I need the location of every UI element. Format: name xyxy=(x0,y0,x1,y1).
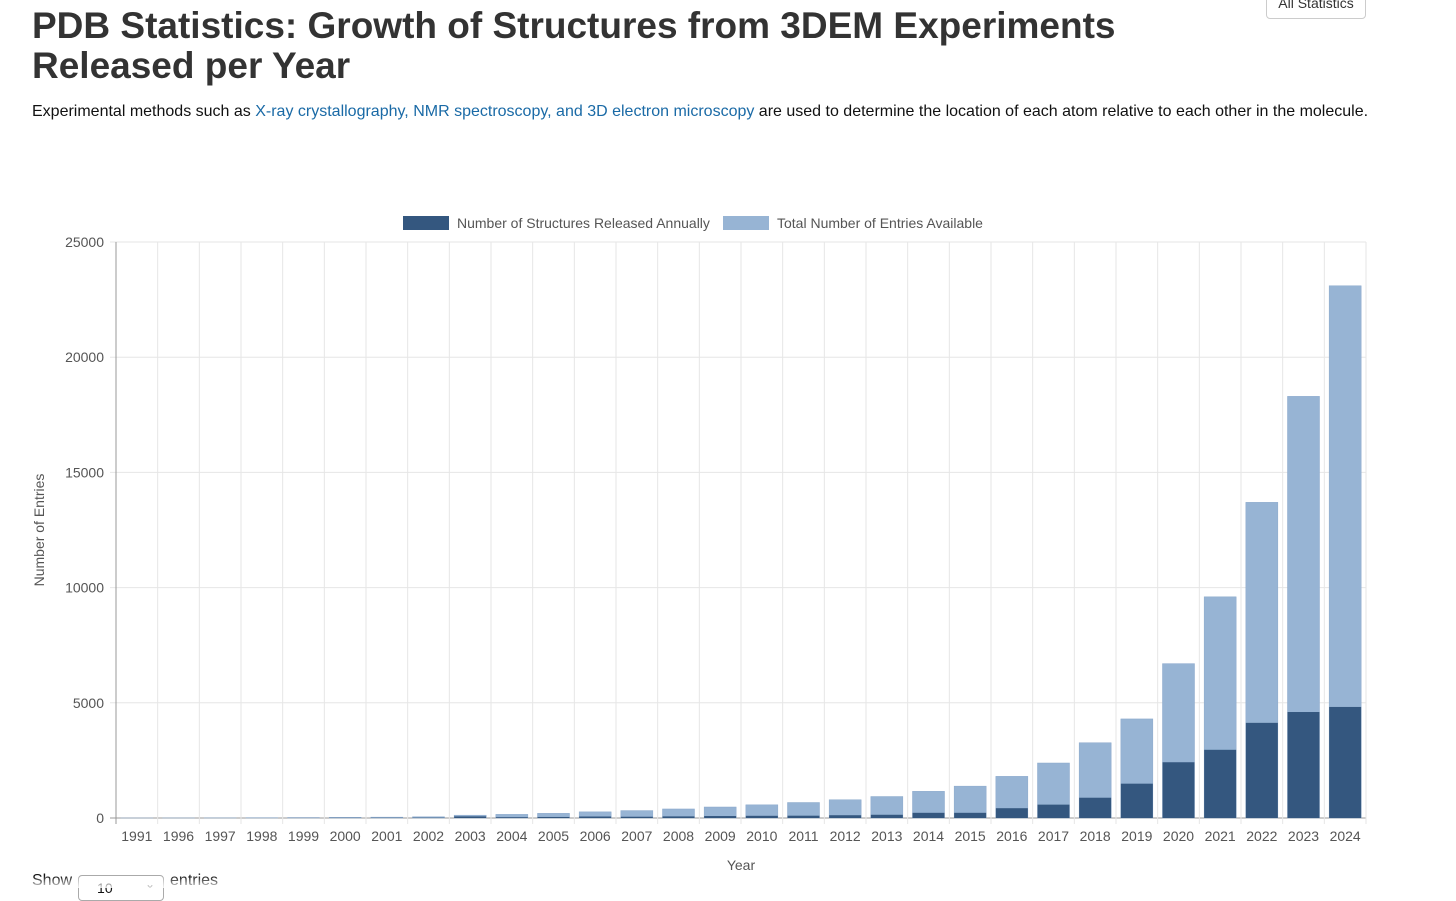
x-tick-label: 2013 xyxy=(871,828,902,844)
annual-structures-bar xyxy=(996,808,1028,818)
annual-structures-bar xyxy=(1246,723,1278,818)
page-title: PDB Statistics: Growth of Structures fro… xyxy=(32,6,1262,86)
intro-text-before: Experimental methods such as xyxy=(32,103,255,120)
x-tick-label: 2004 xyxy=(496,828,527,844)
annual-structures-bar xyxy=(1121,784,1153,818)
annual-structures-bar xyxy=(704,816,736,818)
annual-structures-bar xyxy=(913,813,945,818)
x-tick-label: 2017 xyxy=(1038,828,1069,844)
legend-label-total: Total Number of Entries Available xyxy=(777,215,983,231)
y-tick-label: 10000 xyxy=(65,580,104,596)
x-tick-label: 2021 xyxy=(1205,828,1236,844)
x-tick-label: 1999 xyxy=(288,828,319,844)
x-tick-label: 1998 xyxy=(246,828,277,844)
x-tick-label: 2005 xyxy=(538,828,569,844)
annual-structures-bar xyxy=(579,817,611,818)
y-tick-label: 5000 xyxy=(73,695,104,711)
x-tick-label: 2011 xyxy=(788,828,818,844)
annual-structures-bar xyxy=(788,816,820,818)
all-statistics-button[interactable]: All Statistics xyxy=(1266,0,1366,19)
x-tick-label: 2006 xyxy=(580,828,611,844)
annual-structures-bar xyxy=(1038,805,1070,818)
x-tick-label: 2024 xyxy=(1330,828,1361,844)
y-axis-title: Number of Entries xyxy=(31,474,47,587)
x-tick-label: 2016 xyxy=(996,828,1027,844)
annual-structures-bar xyxy=(1329,707,1361,818)
annual-structures-bar xyxy=(621,817,653,818)
bottom-fade xyxy=(0,876,1456,888)
annual-structures-bar xyxy=(954,813,986,818)
x-tick-label: 2010 xyxy=(746,828,777,844)
legend-label-annual: Number of Structures Released Annually xyxy=(457,215,710,231)
x-tick-label: 2019 xyxy=(1121,828,1152,844)
annual-structures-bar xyxy=(454,816,486,818)
annual-structures-bar xyxy=(1288,712,1320,818)
x-tick-label: 2008 xyxy=(663,828,694,844)
x-axis-title: Year xyxy=(727,857,756,873)
legend-swatch-annual xyxy=(403,216,449,230)
y-tick-label: 25000 xyxy=(65,234,104,250)
intro-text-after: are used to determine the location of ea… xyxy=(754,103,1368,120)
annual-structures-bar xyxy=(829,815,861,818)
x-tick-label: 2014 xyxy=(913,828,944,844)
x-tick-label: 2018 xyxy=(1080,828,1111,844)
x-tick-label: 2015 xyxy=(955,828,986,844)
experimental-methods-link[interactable]: X-ray crystallography, NMR spectroscopy,… xyxy=(255,103,754,120)
annual-structures-bar xyxy=(1204,750,1236,818)
x-tick-label: 2007 xyxy=(621,828,652,844)
x-tick-label: 2003 xyxy=(455,828,486,844)
y-tick-label: 0 xyxy=(96,810,104,826)
x-tick-label: 2001 xyxy=(371,828,402,844)
x-tick-label: 2012 xyxy=(830,828,861,844)
annual-structures-bar xyxy=(1163,762,1195,818)
x-tick-label: 2022 xyxy=(1246,828,1277,844)
annual-structures-bar xyxy=(538,817,570,818)
x-tick-label: 2020 xyxy=(1163,828,1194,844)
intro-paragraph: Experimental methods such as X-ray cryst… xyxy=(32,100,1392,123)
y-tick-label: 15000 xyxy=(65,464,104,480)
annual-structures-bar xyxy=(871,815,903,818)
x-tick-label: 2023 xyxy=(1288,828,1319,844)
y-tick-label: 20000 xyxy=(65,349,104,365)
growth-bar-chart: 0 5000 10000 15000 20000 25000 1991 1996 1997 199… xyxy=(0,200,1456,880)
x-tick-label: 2000 xyxy=(330,828,361,844)
total-entries-bar xyxy=(788,803,820,818)
x-tick-label: 1996 xyxy=(163,828,194,844)
x-tick-label: 1997 xyxy=(205,828,236,844)
annual-structures-bar xyxy=(746,816,778,818)
annual-structures-bar xyxy=(663,816,695,818)
annual-structures-bar xyxy=(496,817,528,818)
x-tick-label: 2002 xyxy=(413,828,444,844)
x-tick-label: 1991 xyxy=(121,828,152,844)
legend-swatch-total xyxy=(723,216,769,230)
x-tick-label: 2009 xyxy=(705,828,736,844)
annual-structures-bar xyxy=(1079,798,1111,818)
